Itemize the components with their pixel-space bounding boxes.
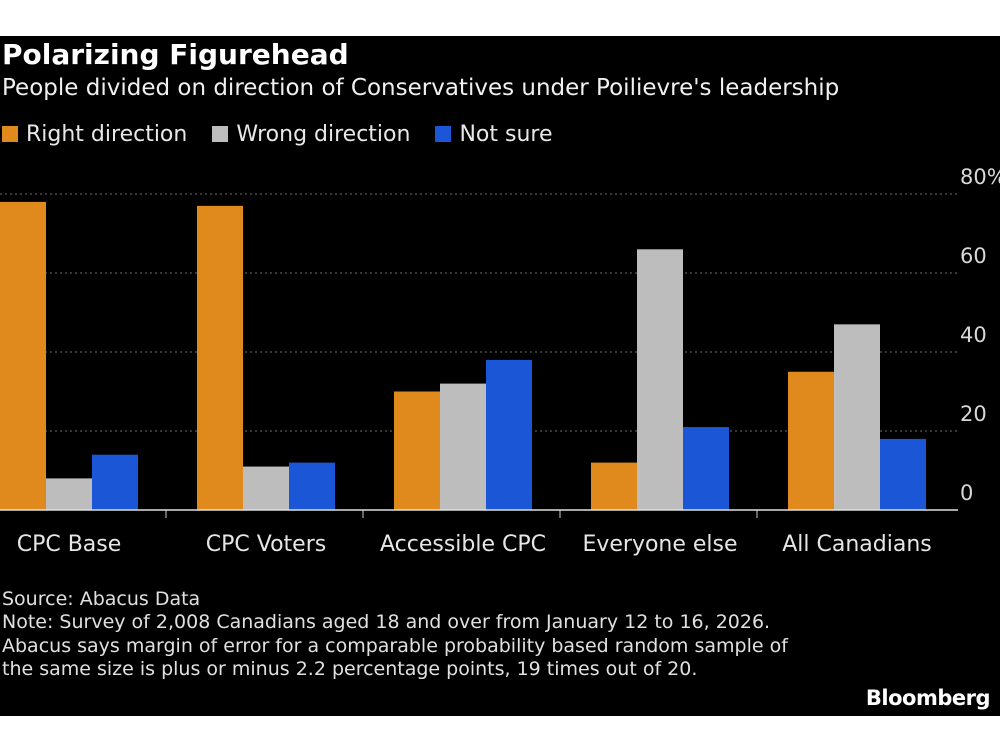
legend-label-right-direction: Right direction xyxy=(26,122,188,147)
y-tick-label-20: 20 xyxy=(960,402,987,426)
x-category-label: Everyone else xyxy=(582,532,737,557)
x-category-label: CPC Base xyxy=(17,532,122,557)
chart-subtitle: People divided on direction of Conservat… xyxy=(2,75,840,101)
bar-cpc-voters-right-direction xyxy=(197,205,243,510)
legend: Right direction Wrong direction Not sure xyxy=(2,122,571,148)
bar-all-canadians-not-sure xyxy=(880,438,926,510)
legend-label-wrong-direction: Wrong direction xyxy=(236,122,411,147)
bar-cpc-voters-not-sure xyxy=(289,462,335,510)
y-tick-label-0: 0 xyxy=(960,481,973,505)
legend-swatch-right-direction xyxy=(2,126,18,142)
y-tick-label-40: 40 xyxy=(960,323,987,347)
chart-panel: Polarizing Figurehead People divided on … xyxy=(0,36,1000,716)
bar-accessible-cpc-right-direction xyxy=(394,391,440,510)
y-tick-label-80: 80% xyxy=(960,165,1000,189)
y-tick-label-60: 60 xyxy=(960,244,987,268)
source-text: Source: Abacus Data xyxy=(2,588,201,610)
x-category-label: Accessible CPC xyxy=(380,532,546,557)
chart-title: Polarizing Figurehead xyxy=(2,38,349,71)
legend-label-not-sure: Not sure xyxy=(459,122,553,147)
bar-cpc-base-not-sure xyxy=(92,454,138,510)
x-category-label: CPC Voters xyxy=(206,532,326,557)
bar-cpc-voters-wrong-direction xyxy=(243,466,289,510)
legend-item-not-sure: Not sure xyxy=(435,122,553,148)
bar-everyone-else-not-sure xyxy=(683,427,729,510)
bar-all-canadians-wrong-direction xyxy=(834,324,880,510)
bar-cpc-base-wrong-direction xyxy=(46,478,92,510)
bar-chart: 0 20 40 60 80% CPC Base CPC Voters Accessible C… xyxy=(0,165,1000,557)
bar-everyone-else-right-direction xyxy=(591,462,637,510)
bar-accessible-cpc-wrong-direction xyxy=(440,383,486,510)
legend-item-right-direction: Right direction xyxy=(2,122,187,148)
bar-cpc-base-right-direction xyxy=(0,201,46,510)
note-text: Note: Survey of 2,008 Canadians aged 18 … xyxy=(2,611,788,680)
x-category-label: All Canadians xyxy=(782,532,932,557)
legend-swatch-wrong-direction xyxy=(212,126,229,142)
legend-swatch-not-sure xyxy=(435,126,452,142)
legend-item-wrong-direction: Wrong direction xyxy=(212,122,410,148)
bar-all-canadians-right-direction xyxy=(788,371,834,510)
bar-everyone-else-wrong-direction xyxy=(637,249,683,511)
bar-accessible-cpc-not-sure xyxy=(486,359,532,510)
bloomberg-logo: Bloomberg xyxy=(865,686,991,710)
